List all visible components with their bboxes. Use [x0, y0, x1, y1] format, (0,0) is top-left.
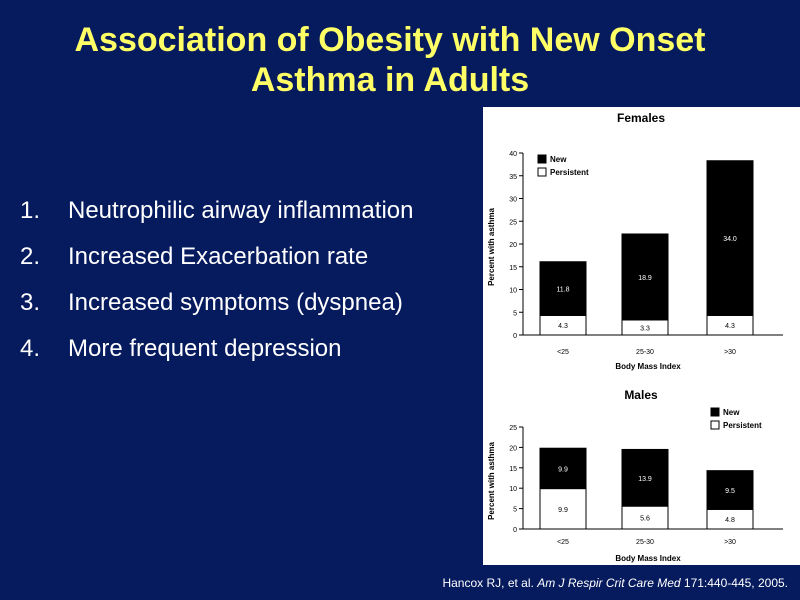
y-tick-label: 0 — [513, 527, 517, 534]
list-item: 2. Increased Exacerbation rate — [20, 239, 470, 285]
list-item-text: Increased symptoms (dyspnea) — [68, 289, 403, 316]
y-tick-label: 20 — [509, 242, 517, 249]
y-tick-label: 5 — [513, 507, 517, 514]
y-tick-label: 25 — [509, 219, 517, 226]
y-tick-label: 35 — [509, 174, 517, 181]
title-line-1: Association of Obesity with New Onset — [74, 21, 706, 59]
title-line-2: Asthma in Adults — [250, 61, 530, 99]
y-tick-label: 15 — [509, 466, 517, 473]
y-tick-label: 40 — [509, 151, 517, 158]
list-item-text: More frequent depression — [68, 335, 342, 362]
bullet-list: 1. Neutrophilic airway inflammation 2. I… — [20, 193, 470, 377]
legend-swatch — [710, 407, 720, 417]
x-tick-label: <25 — [557, 349, 569, 356]
citation-journal: Am J Respir Crit Care Med — [537, 576, 681, 590]
legend-label: Persistent — [723, 421, 762, 430]
legend-label: New — [550, 155, 567, 164]
list-item-number: 4. — [20, 335, 41, 362]
data-label: 4.3 — [558, 323, 568, 330]
data-label: 13.9 — [638, 476, 652, 483]
data-label: 34.0 — [723, 236, 737, 243]
bar-new — [706, 160, 754, 316]
y-tick-label: 25 — [509, 425, 517, 432]
y-tick-label: 15 — [509, 265, 517, 272]
bar-new — [706, 470, 754, 510]
list-item: 3. Increased symptoms (dyspnea) — [20, 285, 470, 331]
list-item: 4. More frequent depression — [20, 331, 470, 377]
bar-new — [621, 233, 669, 321]
y-tick-label: 5 — [513, 310, 517, 317]
citation-authors: Hancox RJ, et al. — [442, 576, 534, 590]
slide-title: Association of Obesity with New Onset As… — [30, 20, 750, 100]
list-item-text: Increased Exacerbation rate — [68, 243, 369, 270]
x-tick-label: >30 — [724, 349, 736, 356]
chart-title: Males — [624, 388, 658, 402]
y-tick-label: 20 — [509, 445, 517, 452]
data-label: 9.9 — [558, 466, 568, 473]
stacked-bar-charts: Females 0 5 10 15 20 25 30 35 40 Percent with asth… — [487, 111, 783, 563]
y-tick-label: 0 — [513, 333, 517, 340]
data-label: 5.6 — [640, 516, 650, 523]
data-label: 9.9 — [558, 507, 568, 514]
x-axis-label: Body Mass Index — [615, 362, 681, 371]
bar-new — [621, 448, 669, 507]
bar-new — [539, 447, 587, 490]
data-label: 18.9 — [638, 275, 652, 282]
x-tick-label: >30 — [724, 539, 736, 546]
y-tick-label: 10 — [509, 288, 517, 295]
legend-swatch — [537, 167, 547, 177]
list-item-text: Neutrophilic airway inflammation — [68, 197, 414, 224]
legend-swatch — [710, 420, 720, 430]
list-item-number: 2. — [20, 243, 41, 270]
x-tick-label: 25-30 — [636, 349, 654, 356]
chart-title: Females — [617, 111, 665, 125]
data-label: 4.3 — [725, 323, 735, 330]
citation: Hancox RJ, et al. Am J Respir Crit Care … — [442, 576, 788, 590]
x-axis-label: Body Mass Index — [615, 554, 681, 563]
list-item-number: 3. — [20, 289, 41, 316]
y-axis-label: Percent with asthma — [487, 208, 496, 286]
bar-new — [539, 261, 587, 316]
legend-swatch — [537, 154, 547, 164]
x-tick-label: 25-30 — [636, 539, 654, 546]
list-item-number: 1. — [20, 197, 41, 224]
data-label: 9.5 — [725, 488, 735, 495]
legend-label: New — [723, 408, 740, 417]
x-tick-label: <25 — [557, 539, 569, 546]
y-tick-label: 30 — [509, 197, 517, 204]
chart-figure: Females 0 5 10 15 20 25 30 35 40 Percent with asth… — [483, 107, 800, 565]
data-label: 3.3 — [640, 325, 650, 332]
data-label: 11.8 — [556, 287, 569, 294]
legend-label: Persistent — [550, 168, 589, 177]
citation-details: 171:440-445, 2005. — [683, 576, 788, 590]
data-label: 4.8 — [725, 517, 735, 524]
list-item: 1. Neutrophilic airway inflammation — [20, 193, 470, 239]
y-axis-label: Percent with asthma — [487, 442, 496, 520]
y-tick-label: 10 — [509, 486, 517, 493]
